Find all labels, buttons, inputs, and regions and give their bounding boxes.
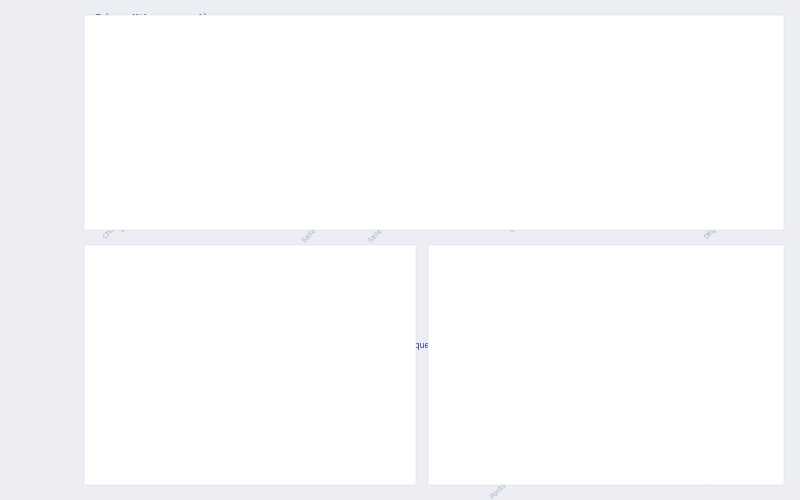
- Bar: [574, 428, 601, 450]
- Bar: [655, 168, 692, 200]
- Bar: [390, 180, 427, 200]
- Bar: [474, 408, 501, 450]
- Text: Déperditions par pièce: Déperditions par pièce: [94, 13, 221, 24]
- Bar: [192, 47, 229, 200]
- Bar: [673, 287, 701, 450]
- Wedge shape: [148, 365, 314, 449]
- Bar: [325, 182, 361, 200]
- Bar: [723, 355, 750, 450]
- Bar: [722, 196, 758, 200]
- Text: 11.8%: 11.8%: [253, 308, 279, 316]
- Wedge shape: [232, 315, 314, 365]
- Bar: [523, 168, 559, 200]
- Bar: [623, 425, 650, 450]
- Bar: [258, 177, 295, 200]
- Wedge shape: [232, 348, 316, 385]
- Bar: [457, 194, 494, 200]
- Text: 45.3%: 45.3%: [201, 418, 227, 426]
- Wedge shape: [232, 281, 289, 365]
- Wedge shape: [148, 281, 232, 370]
- Text: Déperditions par élément: Déperditions par élément: [95, 246, 237, 256]
- Text: 26.0%: 26.0%: [164, 322, 190, 330]
- Bar: [589, 156, 626, 200]
- Text: Déperditions par élément: Déperditions par élément: [445, 253, 586, 264]
- Legend: Murs, Ponts thermiques, Plancher, Toitures, VMC, Menuiseries: Murs, Ponts thermiques, Plancher, Toitur…: [351, 326, 434, 404]
- Wedge shape: [232, 303, 300, 365]
- Text: 3.1%: 3.1%: [274, 322, 295, 332]
- Bar: [126, 146, 162, 200]
- Text: 6.8%: 6.8%: [284, 337, 306, 346]
- Text: 7.0%: 7.0%: [289, 361, 310, 370]
- Bar: [523, 440, 551, 450]
